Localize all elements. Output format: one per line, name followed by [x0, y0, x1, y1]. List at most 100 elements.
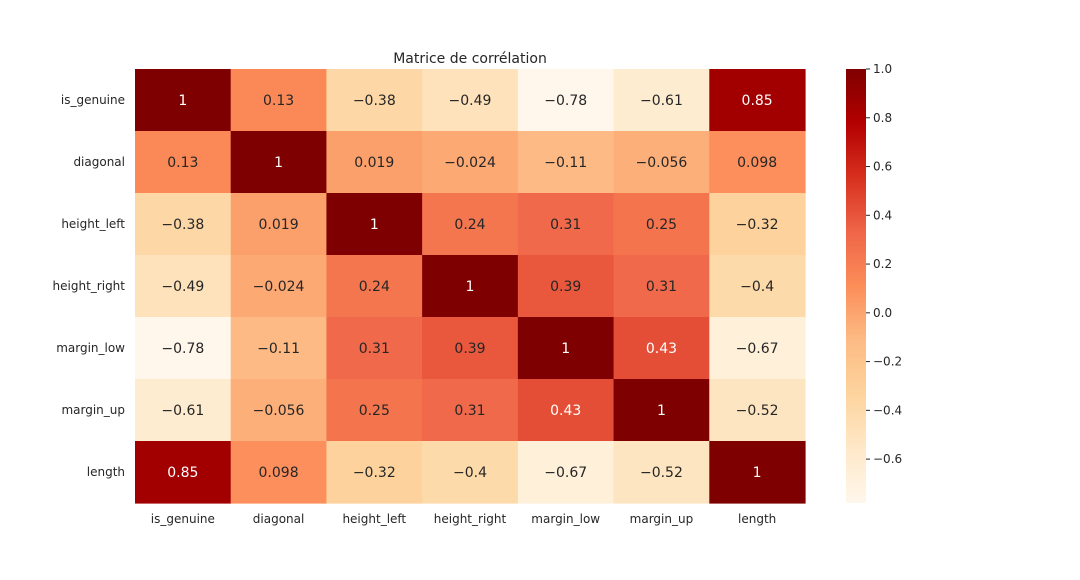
heatmap-cell	[422, 131, 519, 194]
cell-value-label: 0.31	[646, 279, 677, 295]
colorbar-ticks: 1.0 0.8 0.6 0.4 0.2 0.0 −0.2 −0.4 −0.6	[866, 62, 902, 466]
heatmap-cell	[422, 69, 519, 132]
heatmap-cell	[709, 255, 806, 318]
colorbar-tick-label: 1.0	[873, 62, 892, 76]
cell-value-label: −0.78	[161, 341, 204, 357]
heatmap-cell	[613, 193, 710, 256]
heatmap-cell	[613, 379, 710, 442]
heatmap-cell	[326, 131, 423, 194]
heatmap-cell	[422, 441, 519, 504]
cell-value-label: 0.098	[259, 465, 299, 481]
heatmap-cell	[517, 131, 615, 194]
cell-value-label: 0.43	[646, 341, 677, 357]
cell-value-label: −0.52	[640, 465, 683, 481]
cell-value-label: 0.24	[359, 279, 390, 295]
heatmap-cell	[422, 255, 519, 318]
cell-value-label: 0.25	[359, 403, 390, 419]
cell-value-label: 1	[466, 279, 475, 295]
heatmap-cell	[326, 441, 423, 504]
cell-value-label: −0.52	[736, 403, 779, 419]
heatmap-cell	[135, 379, 232, 442]
column-tick-label: margin_up	[630, 512, 694, 526]
heatmap-cell	[230, 255, 328, 318]
colorbar-tick-label: 0.2	[873, 257, 892, 271]
heatmap-cell	[709, 69, 806, 132]
colorbar-tick-label: 0.4	[873, 208, 892, 222]
heatmap-cell	[422, 193, 519, 256]
heatmap-cell	[230, 441, 328, 504]
heatmap-cell	[709, 441, 806, 504]
column-tick-label: height_right	[434, 512, 507, 526]
colorbar-tick-label: −0.6	[873, 452, 902, 466]
heatmap-cell	[517, 379, 615, 442]
heatmap-cell	[709, 317, 806, 380]
cell-value-label: 0.85	[742, 93, 773, 109]
cell-value-label: 0.019	[259, 217, 299, 233]
heatmap-cell	[326, 69, 423, 132]
heatmap-cell	[517, 441, 615, 504]
cell-value-label: 1	[561, 341, 570, 357]
cell-value-label: 1	[753, 465, 762, 481]
cell-value-label: −0.32	[353, 465, 396, 481]
cell-value-label: 0.31	[550, 217, 581, 233]
heatmap-cell	[709, 193, 806, 256]
colorbar-tick-label: −0.4	[873, 403, 902, 417]
heatmap-cell	[135, 193, 232, 256]
colorbar-tick-label: −0.2	[873, 355, 902, 369]
cell-value-label: 1	[178, 93, 187, 109]
heatmap-annotations: 1 0.13 −0.38 −0.49 −0.78 −0.61 0.85 0.13 1 0.019 −…	[161, 93, 778, 481]
heatmap-cell	[613, 441, 710, 504]
heatmap-cell	[135, 317, 232, 380]
heatmap-cell	[135, 441, 232, 504]
heatmap-cell	[517, 193, 615, 256]
cell-value-label: −0.056	[636, 155, 688, 171]
column-tick-label: length	[738, 512, 776, 526]
cell-value-label: 0.24	[454, 217, 485, 233]
heatmap-cell	[135, 69, 232, 132]
colorbar	[846, 69, 866, 503]
cell-value-label: −0.38	[161, 217, 204, 233]
cell-value-label: 0.31	[454, 403, 485, 419]
cell-value-label: −0.67	[544, 465, 587, 481]
heatmap-cell	[230, 379, 328, 442]
column-tick-label: is_genuine	[151, 512, 215, 526]
row-tick-label: diagonal	[73, 155, 125, 169]
heatmap-cell	[135, 131, 232, 194]
cell-value-label: 0.39	[550, 279, 581, 295]
heatmap-cell	[326, 193, 423, 256]
heatmap-cell	[613, 317, 710, 380]
cell-value-label: 0.25	[646, 217, 677, 233]
cell-value-label: −0.056	[253, 403, 305, 419]
heatmap-cell	[422, 379, 519, 442]
cell-value-label: −0.4	[740, 279, 774, 295]
heatmap-cell	[709, 131, 806, 194]
cell-value-label: 0.31	[359, 341, 390, 357]
heatmap-cell	[517, 69, 615, 132]
heatmap-cell	[326, 317, 423, 380]
cell-value-label: 0.098	[737, 155, 777, 171]
cell-value-label: 0.13	[167, 155, 198, 171]
heatmap-cell	[230, 69, 328, 132]
row-tick-labels: is_genuine diagonal height_left height_righ…	[53, 93, 126, 479]
column-tick-label: margin_low	[531, 512, 600, 526]
colorbar-tick-label: 0.6	[873, 160, 892, 174]
cell-value-label: 0.43	[550, 403, 581, 419]
cell-value-label: −0.38	[353, 93, 396, 109]
heatmap-cell	[230, 131, 328, 194]
cell-value-label: −0.11	[544, 155, 587, 171]
chart-title: Matrice de corrélation	[393, 51, 547, 67]
heatmap-cell	[230, 317, 328, 380]
cell-value-label: −0.61	[640, 93, 683, 109]
cell-value-label: 0.019	[354, 155, 394, 171]
row-tick-label: margin_up	[61, 403, 125, 417]
heatmap-cell	[517, 317, 615, 380]
cell-value-label: −0.32	[736, 217, 779, 233]
cell-value-label: 1	[657, 403, 666, 419]
cell-value-label: 0.39	[454, 341, 485, 357]
heatmap-cell	[709, 379, 806, 442]
column-tick-label: height_left	[342, 512, 406, 526]
cell-value-label: −0.49	[161, 279, 204, 295]
colorbar-tick-label: 0.8	[873, 111, 892, 125]
cell-value-label: −0.4	[453, 465, 487, 481]
